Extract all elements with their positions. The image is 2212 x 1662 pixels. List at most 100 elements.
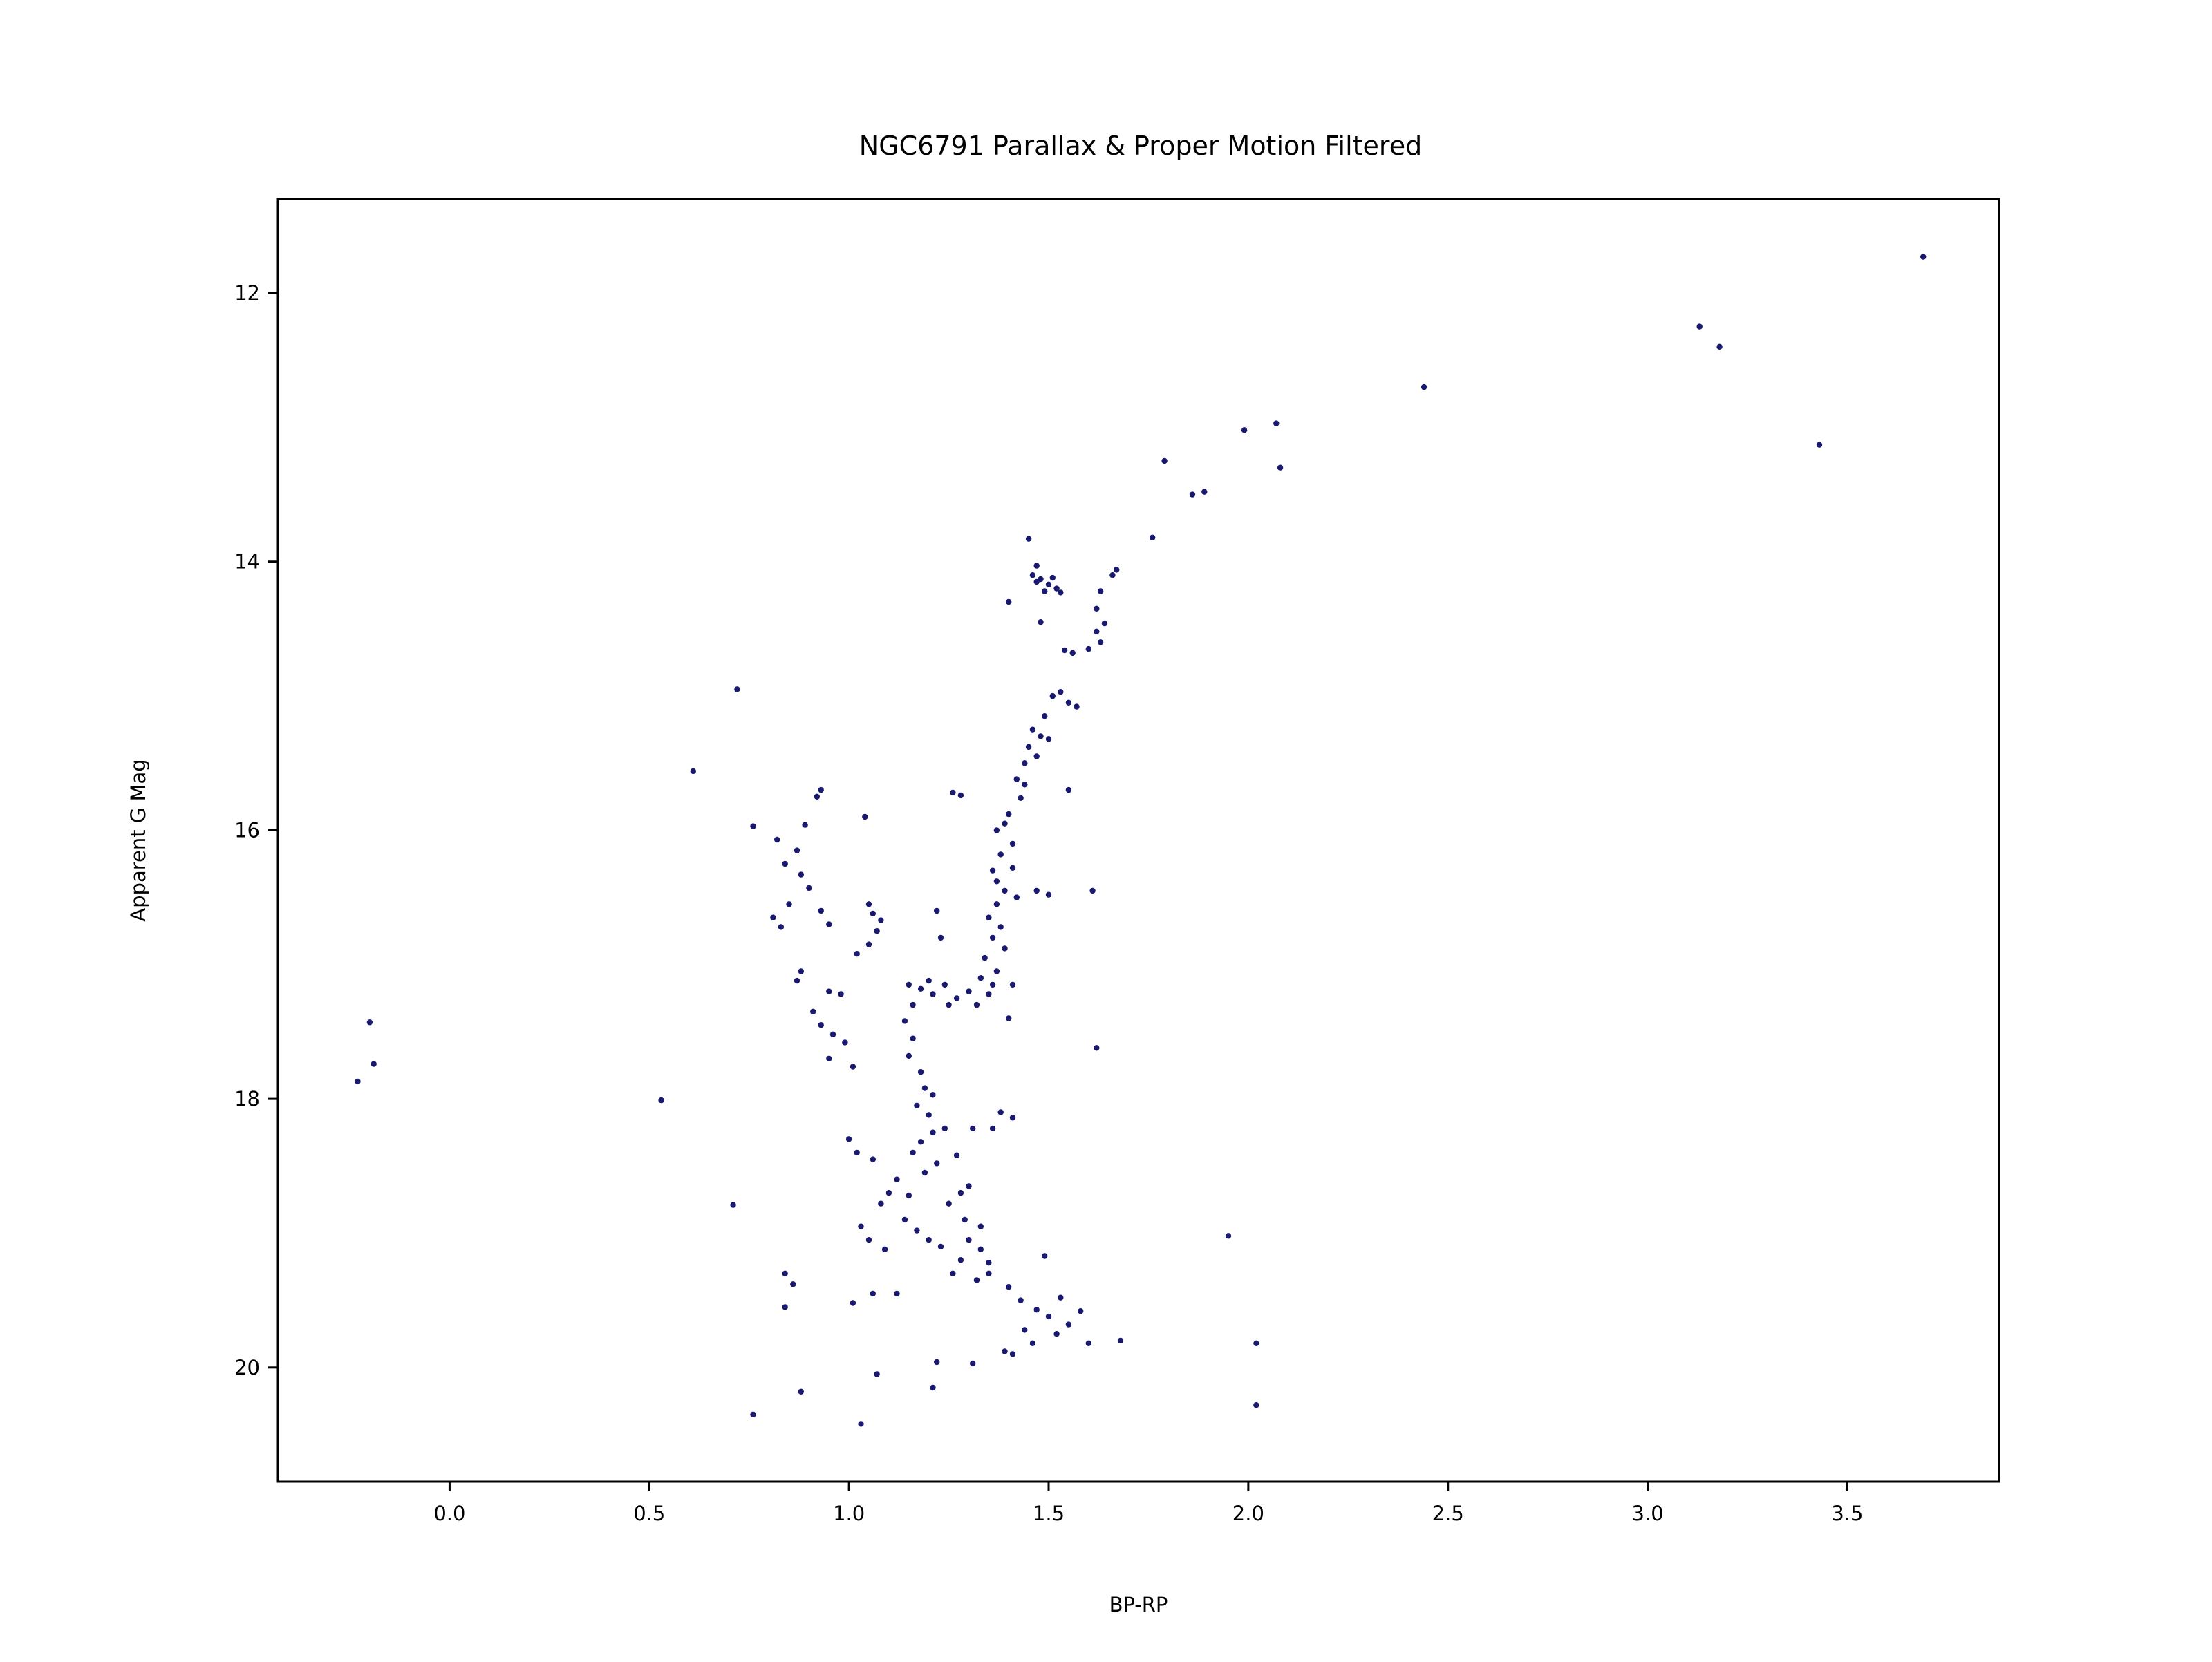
data-point — [790, 1281, 796, 1287]
data-point — [1117, 1337, 1124, 1344]
data-point — [1006, 811, 1012, 818]
data-point — [1061, 647, 1068, 654]
data-point — [937, 1243, 944, 1250]
data-point — [1097, 639, 1104, 645]
y-tick-label: 12 — [234, 281, 260, 305]
data-point — [921, 1085, 928, 1091]
data-point — [914, 1102, 920, 1109]
data-point — [910, 1001, 916, 1008]
data-point — [1816, 442, 1823, 448]
chart-title: NGC6791 Parallax & Proper Motion Filtere… — [859, 131, 1422, 161]
data-point — [1002, 945, 1008, 952]
data-point — [830, 1031, 836, 1038]
data-point — [818, 907, 824, 914]
data-point — [901, 1018, 908, 1024]
data-point — [950, 789, 956, 796]
data-point — [1022, 760, 1028, 766]
data-point — [1045, 736, 1052, 742]
data-point — [854, 1149, 860, 1156]
data-point — [1053, 1331, 1060, 1337]
data-point — [1002, 887, 1008, 894]
data-point — [997, 1109, 1004, 1115]
data-point — [910, 1035, 916, 1041]
data-point — [917, 1139, 924, 1145]
data-point — [910, 1149, 916, 1156]
data-point — [941, 1125, 948, 1132]
data-point — [1009, 1351, 1016, 1357]
data-point — [1161, 457, 1168, 464]
data-point — [1065, 1321, 1072, 1328]
y-axis-label: Apparent G Mag — [126, 759, 150, 921]
x-tick-label: 2.0 — [1232, 1502, 1264, 1525]
data-point — [1025, 744, 1032, 750]
x-tick-label: 3.5 — [1831, 1502, 1863, 1525]
data-point — [1253, 1340, 1259, 1347]
data-point — [937, 934, 944, 941]
data-point — [850, 1064, 856, 1070]
x-tick-label: 1.5 — [1033, 1502, 1065, 1525]
data-point — [1022, 1327, 1028, 1333]
data-point — [782, 1304, 788, 1310]
data-point — [1089, 887, 1096, 894]
data-point — [1002, 1348, 1008, 1354]
data-point — [818, 786, 824, 793]
x-axis-ticks: 0.0 0.5 1.0 1.5 2.0 2.5 3.0 3.5 — [433, 1482, 1864, 1525]
data-point — [986, 1270, 992, 1277]
data-point — [798, 1388, 805, 1395]
data-point — [934, 907, 940, 914]
data-point — [1109, 572, 1116, 578]
data-point — [977, 1223, 984, 1229]
data-point — [997, 851, 1004, 858]
data-point — [1094, 605, 1100, 612]
data-point — [658, 1097, 664, 1104]
data-point — [690, 768, 696, 775]
data-point — [941, 981, 948, 988]
data-point — [858, 1421, 864, 1427]
data-point — [842, 1039, 848, 1046]
data-point — [885, 1190, 892, 1196]
data-point — [977, 1246, 984, 1253]
data-point — [1085, 645, 1092, 652]
data-point — [1006, 598, 1012, 605]
data-point — [1029, 726, 1036, 733]
data-point — [782, 1270, 788, 1277]
data-point — [1225, 1233, 1232, 1239]
data-point — [1421, 384, 1427, 390]
data-point — [838, 991, 844, 997]
data-point — [986, 1260, 992, 1266]
data-point — [1013, 894, 1020, 900]
data-point — [874, 1371, 880, 1377]
data-point — [982, 954, 988, 961]
data-point — [874, 928, 880, 934]
data-point — [906, 981, 912, 988]
data-point — [1114, 567, 1120, 573]
data-point — [977, 975, 984, 981]
data-point — [1058, 1294, 1064, 1301]
data-point — [1065, 699, 1072, 706]
data-point — [1696, 323, 1703, 330]
data-point — [798, 871, 805, 878]
data-point — [1006, 1284, 1012, 1290]
data-point — [798, 968, 805, 974]
data-point — [850, 1300, 856, 1306]
data-point — [1022, 782, 1028, 788]
data-point — [917, 1069, 924, 1075]
data-point — [1025, 536, 1032, 542]
data-point — [366, 1019, 373, 1026]
plot-area-frame — [276, 198, 2000, 1483]
data-point — [1069, 650, 1076, 657]
data-point — [1009, 981, 1016, 988]
data-point — [878, 1200, 884, 1207]
data-point — [926, 977, 932, 984]
data-point — [917, 985, 924, 992]
data-point — [1013, 776, 1020, 782]
y-tick-label: 20 — [234, 1356, 260, 1379]
data-point — [993, 878, 1000, 885]
y-tick-label: 16 — [234, 818, 260, 842]
data-point — [946, 1200, 952, 1207]
data-point — [1042, 713, 1048, 719]
data-point — [906, 1192, 912, 1199]
data-point — [1097, 588, 1104, 594]
data-point — [786, 901, 792, 907]
data-point — [810, 1008, 816, 1015]
